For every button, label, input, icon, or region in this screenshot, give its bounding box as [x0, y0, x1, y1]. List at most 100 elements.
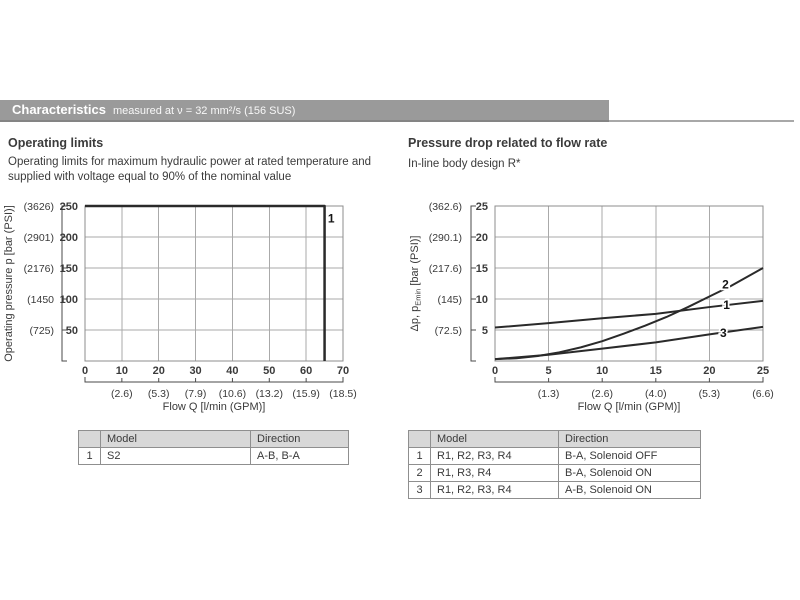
curve-series-1: [494, 299, 764, 329]
x-tick-gpm-label: (1.3): [538, 388, 560, 400]
operating-limits-chart: 1250(3626)200(2901)150(2176)100(145050(7…: [3, 201, 357, 413]
y-tick-psi-label: (290.1): [429, 232, 462, 244]
x-tick-label: 60: [300, 365, 312, 377]
section-subtitle: measured at ν = 32 mm²/s (156 SUS): [112, 105, 296, 117]
x-axis-bracket: [84, 377, 344, 383]
x-tick-label: 30: [189, 365, 201, 377]
x-tick-gpm-label: (18.5): [329, 388, 356, 400]
table-row: 2 R1, R3, R4 B-A, Solenoid ON: [408, 464, 701, 482]
x-tick-label: 20: [153, 365, 165, 377]
table-header: Model Direction: [78, 430, 349, 448]
curve-number-cell: 1: [408, 447, 431, 465]
x-axis-bracket: [494, 377, 764, 383]
cell: B-A, Solenoid ON: [558, 464, 701, 482]
x-tick-label: 50: [263, 365, 275, 377]
y-tick-label: 20: [476, 232, 488, 244]
y-tick-label: 5: [482, 325, 488, 337]
y-axis-title: Operating pressure p [bar (PSI)]: [3, 205, 15, 362]
y-tick-label: 15: [476, 263, 488, 275]
y-tick-psi-label: (2176): [24, 263, 54, 275]
curve-label: 2: [722, 278, 729, 292]
right-column-subheading: In-line body design R*: [408, 158, 521, 170]
y-tick-psi-label: (1450: [27, 294, 54, 306]
column-header: [78, 430, 101, 448]
cell: S2: [100, 447, 251, 465]
y-axis-bracket: [470, 205, 476, 362]
y-axis-title-text: Operating pressure p [bar (PSI)]: [3, 205, 15, 362]
y-tick-psi-label: (725): [29, 325, 54, 337]
x-tick-gpm-label: (2.6): [111, 388, 133, 400]
curve-number-cell: 2: [408, 464, 431, 482]
curve-label: 3: [720, 326, 727, 340]
x-tick-label: 5: [546, 365, 552, 377]
y-tick-label: 200: [60, 232, 78, 244]
y-tick-psi-label: (362.6): [429, 201, 462, 213]
y-tick-psi-label: (145): [437, 294, 462, 306]
curve-series-3: [494, 325, 764, 361]
section-title: Characteristics: [12, 102, 106, 117]
x-tick-label: 10: [596, 365, 608, 377]
x-tick-label: 70: [337, 365, 349, 377]
x-tick-label: 0: [82, 365, 88, 377]
column-header: Direction: [558, 430, 701, 448]
x-tick-gpm-label: (5.3): [699, 388, 721, 400]
pressure-drop-chart: 1 2 3 25 (362.6) 20 (290.1) 15 (217.6) 10 (145) 5 (7…: [409, 201, 774, 413]
x-tick-label: 25: [757, 365, 769, 377]
column-header: Model: [100, 430, 251, 448]
curve-series-1: [85, 204, 326, 361]
table-row: 3 R1, R2, R3, R4 A-B, Solenoid ON: [408, 481, 701, 499]
cell: R1, R3, R4: [430, 464, 559, 482]
column-header: Direction: [250, 430, 349, 448]
curve-label: 1: [328, 211, 335, 225]
operating-limits-legend-table: Model Direction 1 S2 A-B, B-A: [78, 430, 349, 465]
x-tick-gpm-label: (7.9): [185, 388, 207, 400]
x-axis-title: Flow Q [l/min (GPM)]: [163, 401, 266, 413]
x-tick-gpm-label: (5.3): [148, 388, 170, 400]
y-axis-title-text: Δp, p: [409, 306, 421, 332]
curve-number-cell: 3: [408, 481, 431, 499]
y-axis-bracket: [61, 205, 67, 362]
x-tick-gpm-label: (10.6): [219, 388, 246, 400]
y-axis-title-subscript: Emin: [414, 289, 423, 306]
left-column-heading: Operating limits: [8, 136, 104, 150]
x-tick-gpm-label: (6.6): [752, 388, 774, 400]
plot-frame: [494, 205, 764, 362]
x-tick-label: 15: [650, 365, 662, 377]
x-tick-label: 40: [226, 365, 238, 377]
y-tick-psi-label: (72.5): [435, 325, 462, 337]
x-tick-gpm-label: (2.6): [591, 388, 613, 400]
pressure-drop-legend-table: Model Direction 1 R1, R2, R3, R4 B-A, Solen…: [408, 430, 701, 499]
table-header: Model Direction: [408, 430, 701, 448]
plot-frame: [84, 205, 344, 362]
cell: R1, R2, R3, R4: [430, 481, 559, 499]
x-tick-label: 0: [492, 365, 498, 377]
y-tick-label: 150: [60, 263, 78, 275]
y-tick-label: 25: [476, 201, 488, 213]
table-row: 1 R1, R2, R3, R4 B-A, Solenoid OFF: [408, 447, 701, 465]
y-tick-label: 50: [66, 325, 78, 337]
characteristics-header-bar: Characteristics measured at ν = 32 mm²/s…: [0, 100, 609, 122]
cell: R1, R2, R3, R4: [430, 447, 559, 465]
x-tick-gpm-label: (4.0): [645, 388, 667, 400]
x-tick-gpm-label: (13.2): [256, 388, 283, 400]
y-tick-psi-label: (217.6): [429, 263, 462, 275]
curve-number-cell: 1: [78, 447, 101, 465]
cell: A-B, Solenoid ON: [558, 481, 701, 499]
y-tick-psi-label: (3626): [24, 201, 54, 213]
y-axis-title: Δp, pEmin [bar (PSI)]: [409, 236, 423, 332]
y-tick-psi-label: (2901): [24, 232, 54, 244]
column-header: [408, 430, 431, 448]
x-axis-title: Flow Q [l/min (GPM)]: [578, 401, 681, 413]
y-tick-label: 10: [476, 294, 488, 306]
x-tick-label: 10: [116, 365, 128, 377]
left-column-description: Operating limits for maximum hydraulic p…: [8, 156, 372, 183]
table-row: 1 S2 A-B, B-A: [78, 447, 349, 465]
right-column-heading: Pressure drop related to flow rate: [408, 136, 608, 150]
x-tick-gpm-label: (15.9): [292, 388, 319, 400]
y-axis-title-text: [bar (PSI)]: [409, 236, 421, 289]
cell: B-A, Solenoid OFF: [558, 447, 701, 465]
cell: A-B, B-A: [250, 447, 349, 465]
y-tick-label: 100: [60, 294, 78, 306]
x-tick-label: 20: [703, 365, 715, 377]
